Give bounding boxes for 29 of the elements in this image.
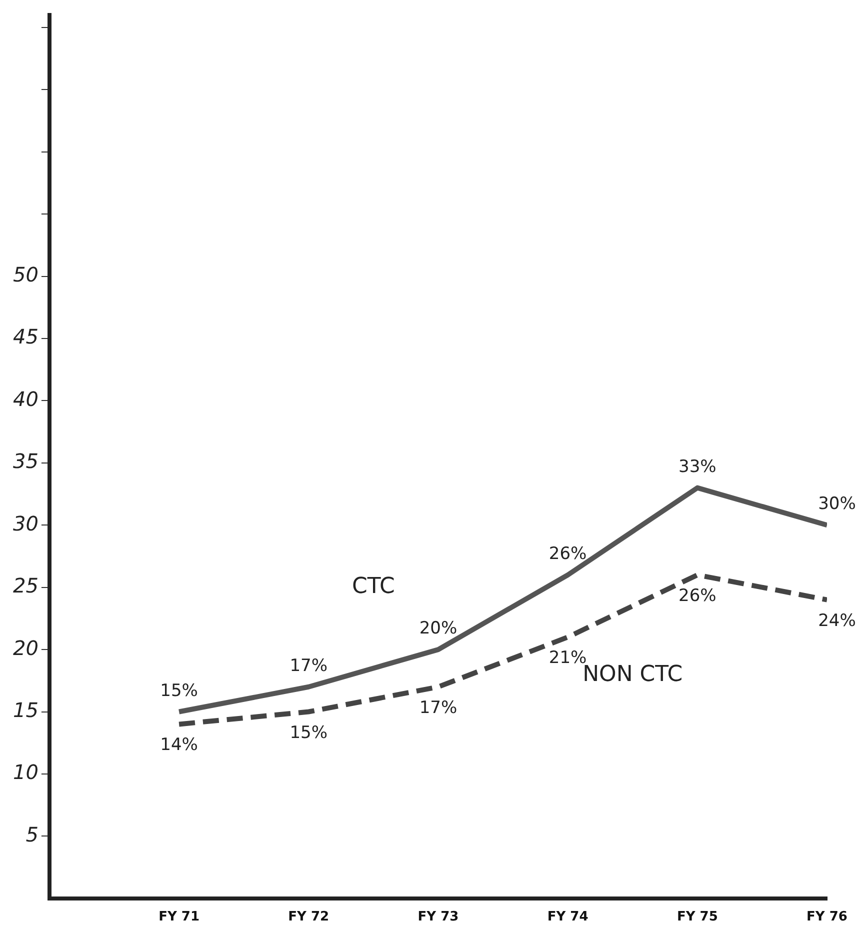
series-label: NON CTC xyxy=(582,662,683,688)
y-tick-label: 25 xyxy=(12,574,38,598)
data-label: 30% xyxy=(818,494,856,514)
data-label: 15% xyxy=(290,722,328,743)
x-tick-label: FY 75 xyxy=(676,910,718,925)
data-label: 24% xyxy=(818,610,856,631)
text: CTC xyxy=(352,574,395,600)
x-tick-label: FY 76 xyxy=(806,910,848,925)
data-label: 33% xyxy=(678,456,716,477)
x-tick-label: FY 71 xyxy=(158,910,200,925)
data-label: 17% xyxy=(290,656,328,676)
y-tick-label: 20 xyxy=(12,636,38,660)
y-tick-label: 40 xyxy=(12,386,38,411)
y-tick-label: 30 xyxy=(12,511,38,536)
data-label: 26% xyxy=(678,586,716,606)
y-tick-label: 50 xyxy=(12,262,38,286)
x-tick-label: FY 72 xyxy=(288,910,330,925)
data-label: 17% xyxy=(419,698,458,718)
data-label: 15% xyxy=(160,680,198,701)
x-tick-label: FY 73 xyxy=(418,910,459,925)
data-label: 20% xyxy=(419,618,458,639)
y-tick-label: 5 xyxy=(26,822,38,846)
y-tick-label: 10 xyxy=(12,760,38,784)
y-tick-label: 45 xyxy=(12,324,38,349)
y-tick-label: 15 xyxy=(12,698,38,722)
y-tick-label: 35 xyxy=(12,449,38,474)
x-tick-label: FY 74 xyxy=(547,910,588,925)
data-label: 14% xyxy=(160,735,198,756)
data-label: 26% xyxy=(548,544,587,564)
